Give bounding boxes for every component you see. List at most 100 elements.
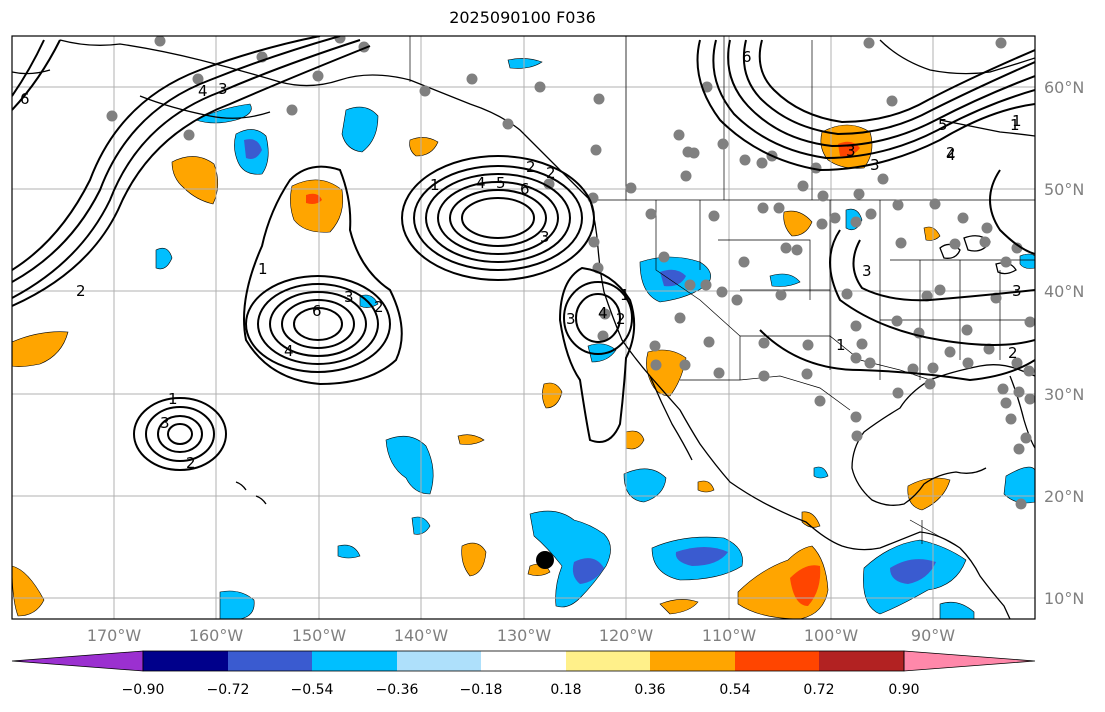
negative-anomaly-core: [572, 558, 604, 584]
negative-anomaly-region: [813, 466, 829, 479]
location-marker: [536, 551, 554, 569]
station-dot: [593, 93, 605, 105]
negative-anomaly-region: [529, 510, 611, 608]
contour-label: 1: [258, 260, 268, 278]
contour-label: 2: [616, 310, 626, 328]
station-dot: [312, 70, 324, 82]
colorbar-tick-label: −0.54: [290, 682, 334, 698]
negative-anomaly-core: [675, 547, 728, 566]
contour-label: 3: [566, 310, 576, 328]
station-dot: [944, 346, 956, 358]
station-dot: [801, 368, 813, 380]
station-dot: [877, 173, 889, 185]
contour-label: 3: [870, 156, 880, 174]
contour-label: 2: [546, 164, 556, 182]
positive-anomaly-region: [783, 210, 813, 237]
station-dot: [334, 36, 346, 44]
station-dot: [961, 324, 973, 336]
contour-label: 3: [1012, 282, 1022, 300]
station-dot: [891, 315, 903, 327]
colorbar-frame: [142, 650, 905, 672]
station-dot: [674, 312, 686, 324]
station-dot: [192, 73, 204, 85]
contour-label: 3: [344, 288, 354, 306]
station-dot: [625, 182, 637, 194]
station-dot: [929, 198, 941, 210]
colorbar-tick-label: −0.72: [206, 682, 250, 698]
station-dot: [886, 95, 898, 107]
negative-anomaly-region: [155, 247, 173, 270]
lat-label: 30°N: [1044, 385, 1085, 404]
contour-label: 3: [218, 80, 228, 98]
lon-label: 150°W: [291, 626, 347, 645]
contour-label: 6: [20, 90, 30, 108]
contour-line: [989, 169, 1035, 255]
station-dot: [1024, 393, 1035, 405]
station-dot: [1011, 357, 1023, 369]
contour-line: [758, 39, 1035, 124]
station-dot: [1000, 397, 1012, 409]
negative-anomaly-region: [337, 544, 361, 559]
station-dot: [106, 110, 118, 122]
colorbar: [11, 650, 1036, 672]
station-dot: [817, 190, 829, 202]
station-dot: [1020, 432, 1032, 444]
station-dot: [645, 208, 657, 220]
negative-anomaly-region: [623, 468, 667, 503]
station-dot: [701, 81, 713, 93]
station-dot: [758, 337, 770, 349]
station-dot: [286, 104, 298, 116]
station-dot: [1000, 256, 1012, 268]
contour-line: [575, 293, 621, 343]
positive-anomaly-region: [12, 565, 45, 617]
station-dot: [1023, 365, 1035, 377]
contour-label: 6: [312, 302, 322, 320]
station-dot: [934, 284, 946, 296]
contour-line: [145, 406, 215, 462]
contour-line: [12, 39, 45, 97]
contour-label: 2: [186, 454, 196, 472]
lat-label: 10°N: [1044, 589, 1085, 608]
lon-label: 130°W: [496, 626, 552, 645]
station-dot: [739, 154, 751, 166]
contour-label: 3: [540, 228, 550, 246]
station-dot: [983, 343, 995, 355]
contour-line: [12, 39, 361, 299]
contour-line: [157, 415, 203, 453]
contour-line: [245, 275, 391, 373]
station-dot: [756, 157, 768, 169]
station-dot: [791, 244, 803, 256]
station-dot: [154, 36, 166, 47]
station-dot: [588, 236, 600, 248]
positive-anomaly-region: [659, 599, 699, 615]
station-dot: [1011, 242, 1023, 254]
contour-label: 2: [1008, 344, 1018, 362]
positive-anomaly-region: [457, 434, 485, 445]
contour-line: [12, 39, 61, 111]
negative-anomaly-region: [769, 273, 801, 287]
negative-anomaly-region: [507, 58, 543, 69]
positive-anomaly-core: [790, 565, 821, 606]
contour-line: [281, 299, 355, 349]
colorbar-tick-label: 0.72: [803, 682, 835, 698]
contour-line: [696, 39, 1035, 172]
station-dot: [865, 208, 877, 220]
station-dot: [864, 357, 876, 369]
colorbar-segment: [566, 651, 650, 671]
station-dot: [466, 73, 478, 85]
station-dot: [981, 222, 993, 234]
station-dot: [780, 242, 792, 254]
station-dot: [863, 37, 875, 49]
colorbar-segment: [397, 651, 481, 671]
station-dot: [731, 294, 743, 306]
station-dot: [597, 330, 609, 342]
contour-label-layer: 6 4 3 2 1 6 4 3 2 1 3 2 6 5 4 3 2 1 3 4 …: [20, 48, 1022, 472]
colorbar-tick-label: −0.18: [459, 682, 503, 698]
station-dot: [1024, 316, 1035, 328]
positive-anomaly-core: [306, 193, 322, 204]
positive-anomaly-region: [542, 382, 563, 409]
station-dot: [957, 212, 969, 224]
contour-label: 5: [938, 116, 948, 134]
negative-anomaly-region: [1003, 466, 1035, 504]
